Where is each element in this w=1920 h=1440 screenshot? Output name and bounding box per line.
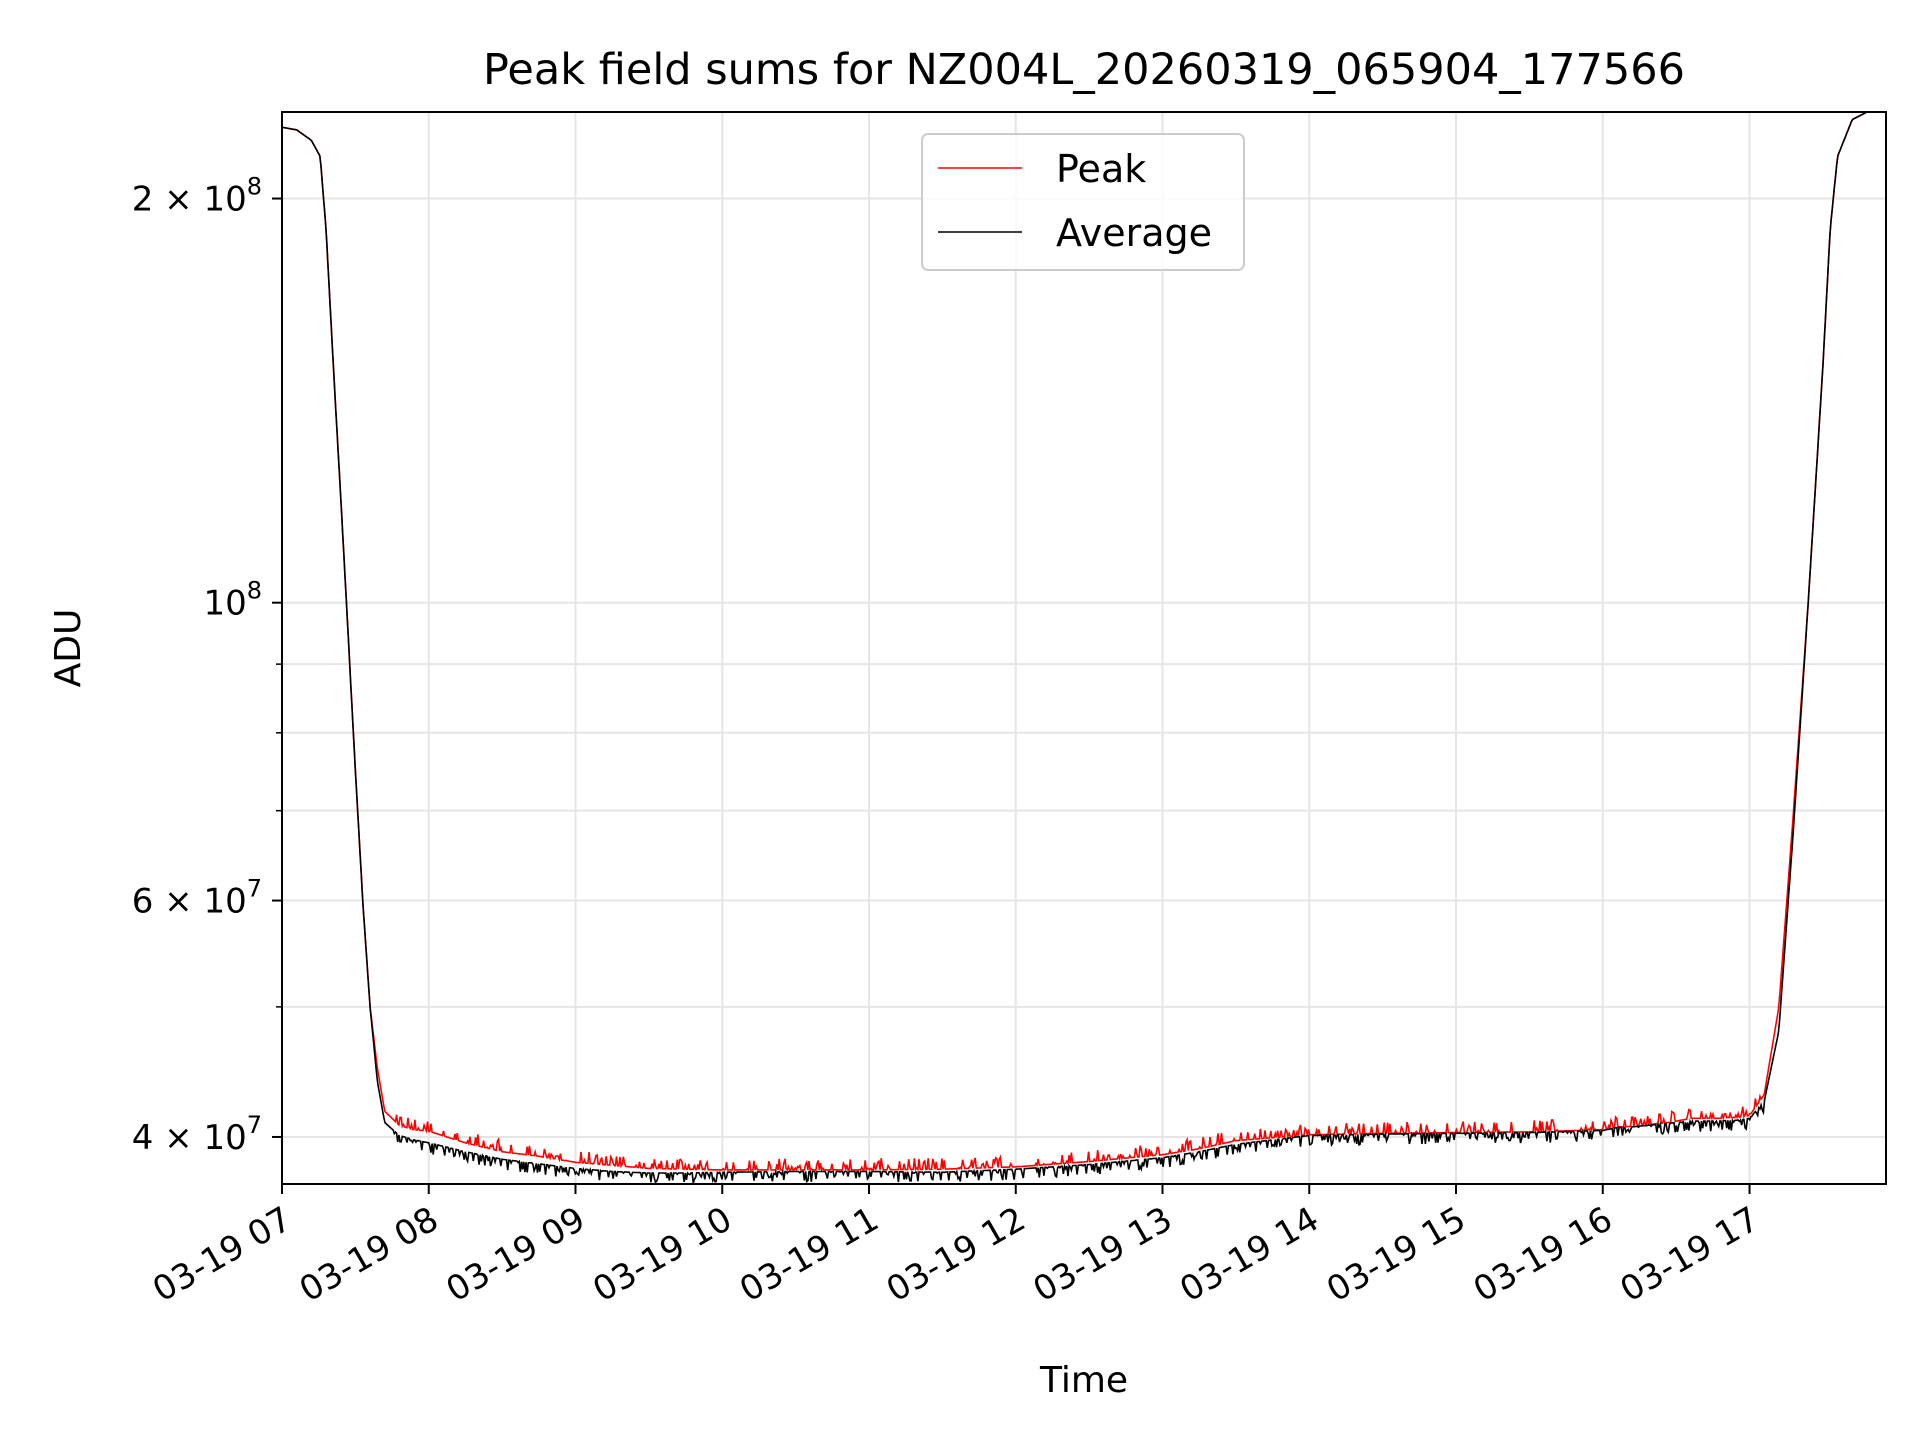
y-tick-label: 2 × 108 (132, 173, 262, 220)
y-tick-label: 6 × 107 (132, 875, 262, 922)
chart-title: Peak field sums for NZ004L_20260319_0659… (483, 45, 1685, 95)
legend-label-peak: Peak (1056, 147, 1146, 191)
series-layer (281, 111, 1886, 1184)
legend: Peak Average (921, 133, 1245, 271)
plot-frame (281, 111, 1887, 1185)
series-line-average (281, 111, 1886, 1184)
legend-label-average: Average (1056, 211, 1212, 255)
grid (281, 112, 1886, 1184)
y-axis-title: ADU (48, 609, 89, 688)
y-tick-label: 4 × 107 (132, 1111, 262, 1158)
x-axis-title: Time (1039, 1360, 1128, 1401)
y-tick-label: 108 (203, 577, 262, 624)
y-axis: 4 × 107 6 × 107 108 2 × 108 (132, 173, 282, 1158)
